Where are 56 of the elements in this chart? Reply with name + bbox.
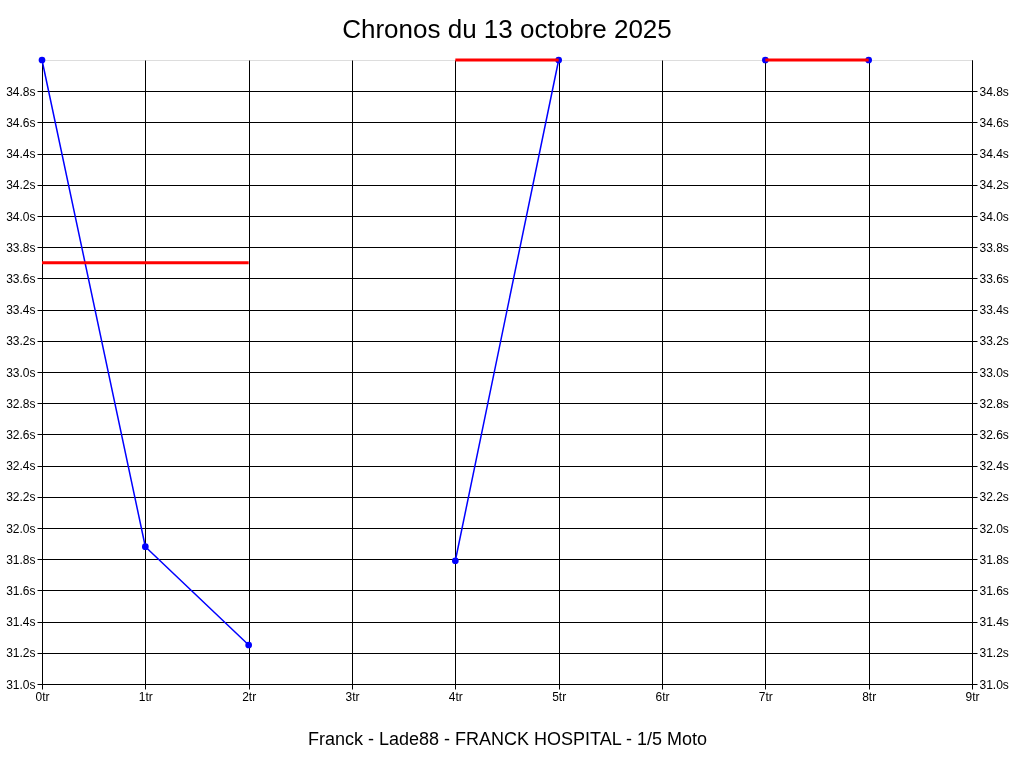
y-tick-label: 32.8s: [6, 396, 36, 411]
x-axis-title: Franck - Lade88 - FRANCK HOSPITAL - 1/5 Moto: [307, 728, 708, 749]
y-tick-label: 33.4s: [6, 303, 36, 318]
x-tick-label: 4tr: [448, 689, 463, 704]
y-tick-label: 34.0s: [6, 209, 36, 224]
point: [245, 641, 253, 649]
y-tick-label: 31.2s: [6, 646, 36, 661]
y2-tick-label: 31.2s: [979, 646, 1009, 661]
y-tick-label: 34.8s: [6, 84, 36, 99]
y-tick-label: 34.6s: [6, 115, 36, 130]
y2-tick-label: 34.6s: [979, 115, 1009, 130]
y-tick-label: 31.8s: [6, 552, 36, 567]
point: [38, 56, 46, 64]
y-tick-label: 31.0s: [6, 677, 36, 692]
y2-tick-label: 32.4s: [979, 459, 1009, 474]
y2-tick-label: 32.0s: [979, 521, 1009, 536]
y2-tick-label: 31.8s: [979, 552, 1009, 567]
y2-tick-label: 34.4s: [979, 147, 1009, 162]
y2-tick-label: 34.8s: [979, 84, 1009, 99]
y2-tick-label: 33.6s: [979, 271, 1009, 286]
point: [141, 543, 149, 551]
chart-title: Chronos du 13 octobre 2025: [342, 13, 672, 44]
y2-tick-label: 32.6s: [979, 427, 1009, 442]
x-tick-label: 1tr: [138, 689, 153, 704]
y-tick-label: 34.2s: [6, 178, 36, 193]
y-tick-label: 31.4s: [6, 615, 36, 630]
y2-tick-label: 32.2s: [979, 490, 1009, 505]
y-tick-label: 33.2s: [6, 334, 36, 349]
y-tick-label: 31.6s: [6, 583, 36, 598]
x-tick-label: 0tr: [35, 689, 50, 704]
y-tick-label: 32.2s: [6, 490, 36, 505]
y2-tick-label: 31.0s: [979, 677, 1009, 692]
y2-tick-label: 33.2s: [979, 334, 1009, 349]
x-tick-label: 6tr: [655, 689, 670, 704]
y-tick-label: 32.0s: [6, 521, 36, 536]
point: [451, 557, 459, 565]
y2-tick-label: 31.4s: [979, 615, 1009, 630]
y-tick-label: 33.6s: [6, 271, 36, 286]
y2-tick-label: 34.2s: [979, 178, 1009, 193]
y2-tick-label: 33.0s: [979, 365, 1009, 380]
y-tick-label: 33.0s: [6, 365, 36, 380]
x-tick-label: 9tr: [965, 689, 980, 704]
y2-tick-label: 33.4s: [979, 303, 1009, 318]
x-tick-label: 2tr: [242, 689, 257, 704]
x-tick-label: 8tr: [862, 689, 877, 704]
y-tick-label: 33.8s: [6, 240, 36, 255]
x-tick-label: 5tr: [552, 689, 567, 704]
y-tick-label: 32.6s: [6, 427, 36, 442]
y2-tick-label: 32.8s: [979, 396, 1009, 411]
y2-tick-label: 31.6s: [979, 583, 1009, 598]
y2-tick-label: 34.0s: [979, 209, 1009, 224]
y-tick-label: 34.4s: [6, 147, 36, 162]
x-tick-label: 7tr: [758, 689, 773, 704]
y2-tick-label: 33.8s: [979, 240, 1009, 255]
x-tick-label: 3tr: [345, 689, 360, 704]
y-tick-label: 32.4s: [6, 459, 36, 474]
